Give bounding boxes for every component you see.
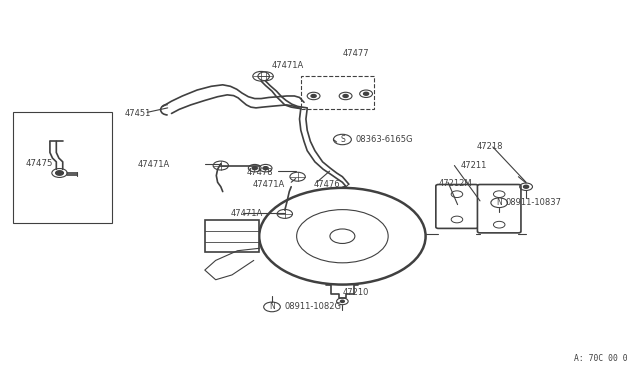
Text: 47471A: 47471A <box>253 180 285 189</box>
Circle shape <box>524 185 529 188</box>
FancyBboxPatch shape <box>477 185 521 233</box>
Text: 47475: 47475 <box>26 159 53 168</box>
Text: 47471A: 47471A <box>230 209 262 218</box>
FancyBboxPatch shape <box>436 185 478 228</box>
Text: 47471A: 47471A <box>138 160 170 169</box>
Circle shape <box>343 94 348 97</box>
Text: 47476: 47476 <box>314 180 340 189</box>
Text: 08911-10837: 08911-10837 <box>506 198 562 207</box>
Text: 08911-1082G: 08911-1082G <box>285 302 342 311</box>
Text: 47211: 47211 <box>461 161 487 170</box>
Bar <box>301 76 374 109</box>
Bar <box>13 112 112 223</box>
Text: 47478: 47478 <box>246 168 273 177</box>
Text: 47471A: 47471A <box>272 61 304 70</box>
Circle shape <box>263 167 268 170</box>
Circle shape <box>311 94 316 97</box>
Circle shape <box>56 171 63 175</box>
Text: 47218: 47218 <box>477 142 503 151</box>
Text: 47212M: 47212M <box>438 179 472 187</box>
Text: A: 70C 00 0: A: 70C 00 0 <box>573 354 627 363</box>
Bar <box>205 220 259 252</box>
Circle shape <box>252 167 257 170</box>
Text: S: S <box>340 135 345 144</box>
Circle shape <box>364 92 369 95</box>
Text: 47210: 47210 <box>342 288 369 296</box>
Text: N: N <box>497 198 502 207</box>
Text: 47451: 47451 <box>125 109 151 118</box>
Text: N: N <box>269 302 275 311</box>
Circle shape <box>340 300 344 302</box>
Text: 08363-6165G: 08363-6165G <box>355 135 413 144</box>
Text: 47477: 47477 <box>342 49 369 58</box>
